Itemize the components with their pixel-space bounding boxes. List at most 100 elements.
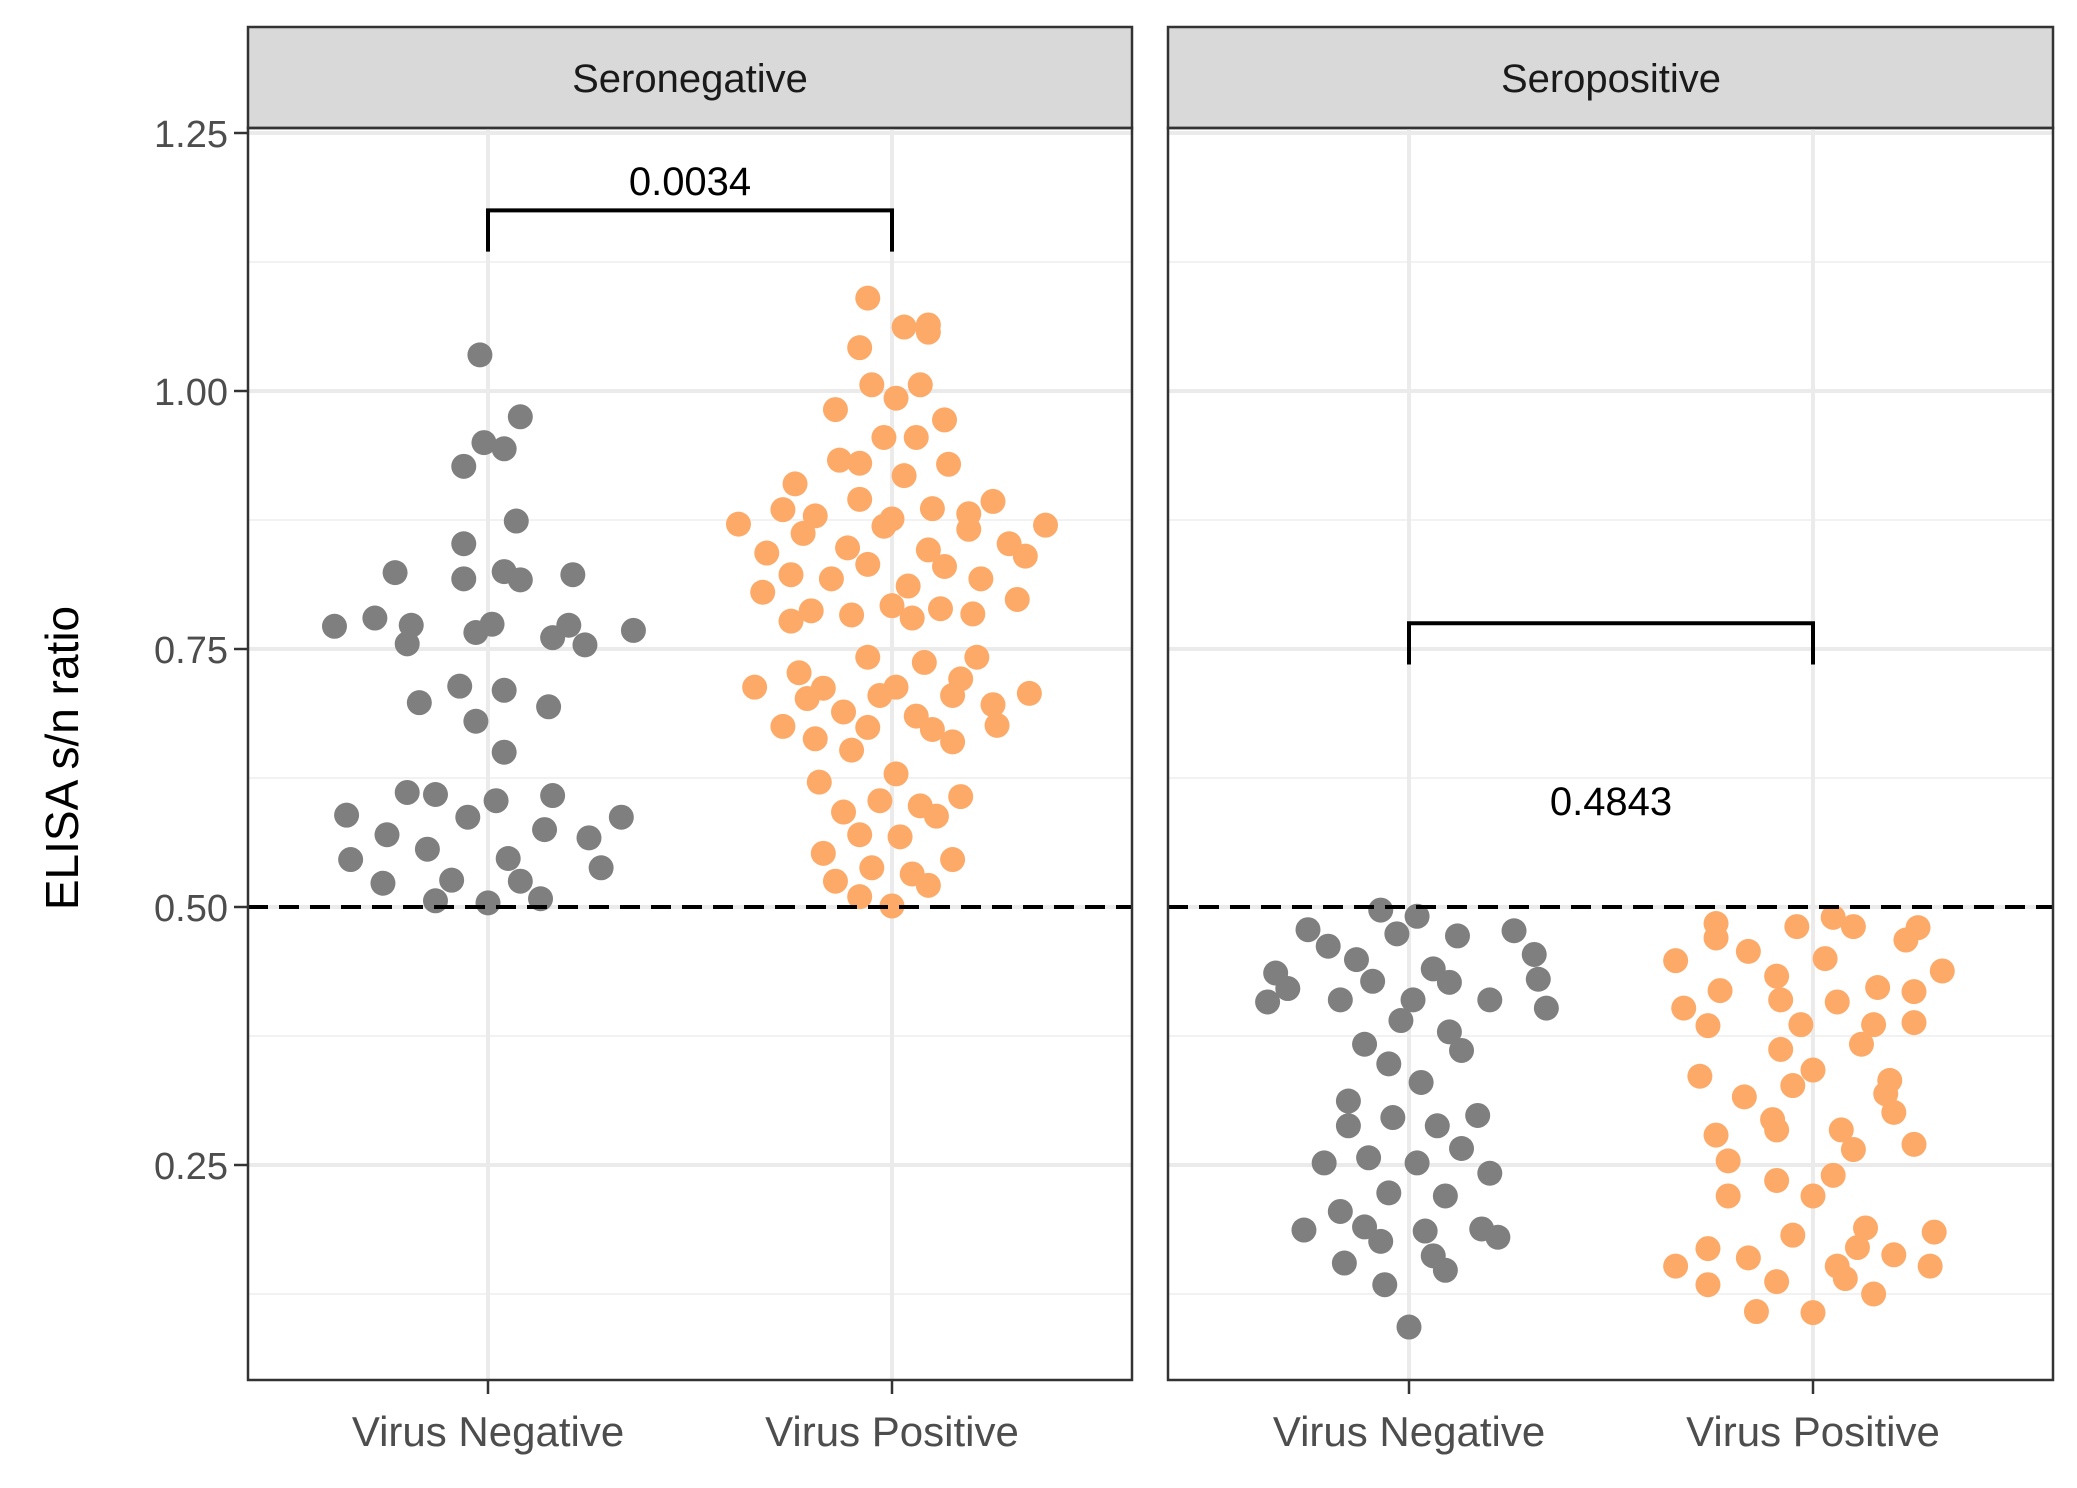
data-point-virus-positive [964,644,990,670]
data-point-virus-positive [802,503,828,529]
data-point-virus-negative [507,567,533,593]
data-point-virus-negative [1311,1150,1337,1176]
data-point-virus-positive [1800,1300,1826,1326]
data-point-virus-positive [847,822,873,848]
data-point-virus-negative [620,617,646,643]
data-point-virus-positive [1844,1235,1870,1261]
data-point-virus-positive [895,573,921,599]
data-point-virus-negative [556,612,582,638]
data-point-virus-positive [891,463,917,489]
data-point-virus-positive [847,450,873,476]
data-point-virus-positive [1012,543,1038,569]
data-point-virus-negative [451,531,477,557]
data-point-virus-positive [887,824,913,850]
data-point-virus-positive [907,372,933,398]
data-point-virus-positive [859,372,885,398]
data-point-virus-positive [806,769,832,795]
data-point-virus-negative [1400,987,1426,1013]
data-point-virus-positive [867,788,893,814]
data-point-virus-negative [1352,1214,1378,1240]
data-point-virus-negative [1477,1160,1503,1186]
data-point-virus-negative [540,783,566,809]
data-point-virus-positive [984,712,1010,738]
data-point-virus-positive [940,847,966,873]
data-point-virus-negative [1449,1135,1475,1161]
data-point-virus-negative [1327,987,1353,1013]
data-point-virus-negative [1368,1228,1394,1254]
data-point-virus-negative [398,612,424,638]
data-point-virus-positive [1861,1012,1887,1038]
data-point-virus-negative [1465,1102,1491,1128]
data-point-virus-positive [1840,914,1866,940]
data-point-virus-negative [382,560,408,586]
data-point-virus-negative [463,619,489,645]
data-point-virus-negative [321,613,347,639]
data-point-virus-positive [1707,978,1733,1004]
data-point-virus-positive [968,566,994,592]
data-point-virus-positive [1715,1183,1741,1209]
data-point-virus-positive [790,520,816,546]
data-point-virus-negative [1432,1183,1458,1209]
data-point-virus-negative [1533,995,1559,1021]
data-point-virus-positive [879,893,905,919]
data-point-virus-negative [483,788,509,814]
data-point-virus-positive [847,335,873,361]
data-point-virus-positive [786,660,812,686]
p-value-label: 0.4843 [1550,780,1672,824]
data-point-virus-positive [835,535,861,561]
data-point-virus-positive [798,598,824,624]
data-point-virus-positive [859,855,885,881]
data-point-virus-negative [507,868,533,894]
y-axis: 0.25 0.50 0.75 1.00 1.25 [154,114,248,1188]
data-point-virus-positive [960,601,986,627]
data-point-virus-negative [1356,1145,1382,1171]
data-point-virus-negative [507,404,533,430]
data-point-virus-negative [1436,969,1462,995]
x-tick-label: Virus Positive [1686,1408,1940,1455]
data-point-virus-negative [1315,933,1341,959]
y-tick-label: 0.25 [154,1146,228,1188]
panel-title: Seronegative [572,57,808,101]
data-point-virus-negative [422,782,448,808]
y-tick-label: 1.00 [154,372,228,414]
data-point-virus-positive [778,608,804,634]
data-point-virus-positive [940,729,966,755]
data-point-virus-positive [1832,1266,1858,1292]
data-point-virus-negative [1368,897,1394,923]
data-point-virus-positive [1671,995,1697,1021]
data-point-virus-positive [1901,979,1927,1005]
data-point-virus-positive [725,511,751,537]
data-point-virus-positive [794,686,820,712]
data-point-virus-negative [1255,989,1281,1015]
data-point-virus-positive [980,488,1006,514]
data-point-virus-positive [1780,1073,1806,1099]
data-point-virus-positive [915,537,941,563]
data-point-virus-positive [770,497,796,523]
panel-border [1166,126,2055,1382]
data-point-virus-negative [536,694,562,720]
data-point-virus-negative [1331,1250,1357,1276]
data-point-virus-negative [374,822,400,848]
data-point-virus-negative [528,886,554,912]
data-point-virus-positive [1861,1281,1887,1307]
data-point-virus-positive [770,713,796,739]
strip-background [246,25,1134,130]
data-point-virus-positive [1921,1219,1947,1245]
data-point-virus-positive [1865,974,1891,1000]
data-point-virus-positive [847,486,873,512]
data-point-virus-negative [394,631,420,657]
data-point-virus-negative [608,804,634,830]
significance-bracket [486,208,894,252]
data-point-virus-negative [406,690,432,716]
data-point-virus-negative [1408,1069,1434,1095]
data-point-virus-positive [855,644,881,670]
panel-seropositive: Seropositive 0.4843 Virus Negative Virus… [1166,25,2055,1455]
data-point-virus-positive [1004,586,1030,612]
data-point-virus-negative [1412,1218,1438,1244]
data-point-virus-positive [1780,1222,1806,1248]
data-point-virus-positive [750,579,776,605]
data-point-virus-positive [1703,925,1729,951]
data-point-virus-positive [1695,1272,1721,1298]
data-point-virus-positive [778,562,804,588]
